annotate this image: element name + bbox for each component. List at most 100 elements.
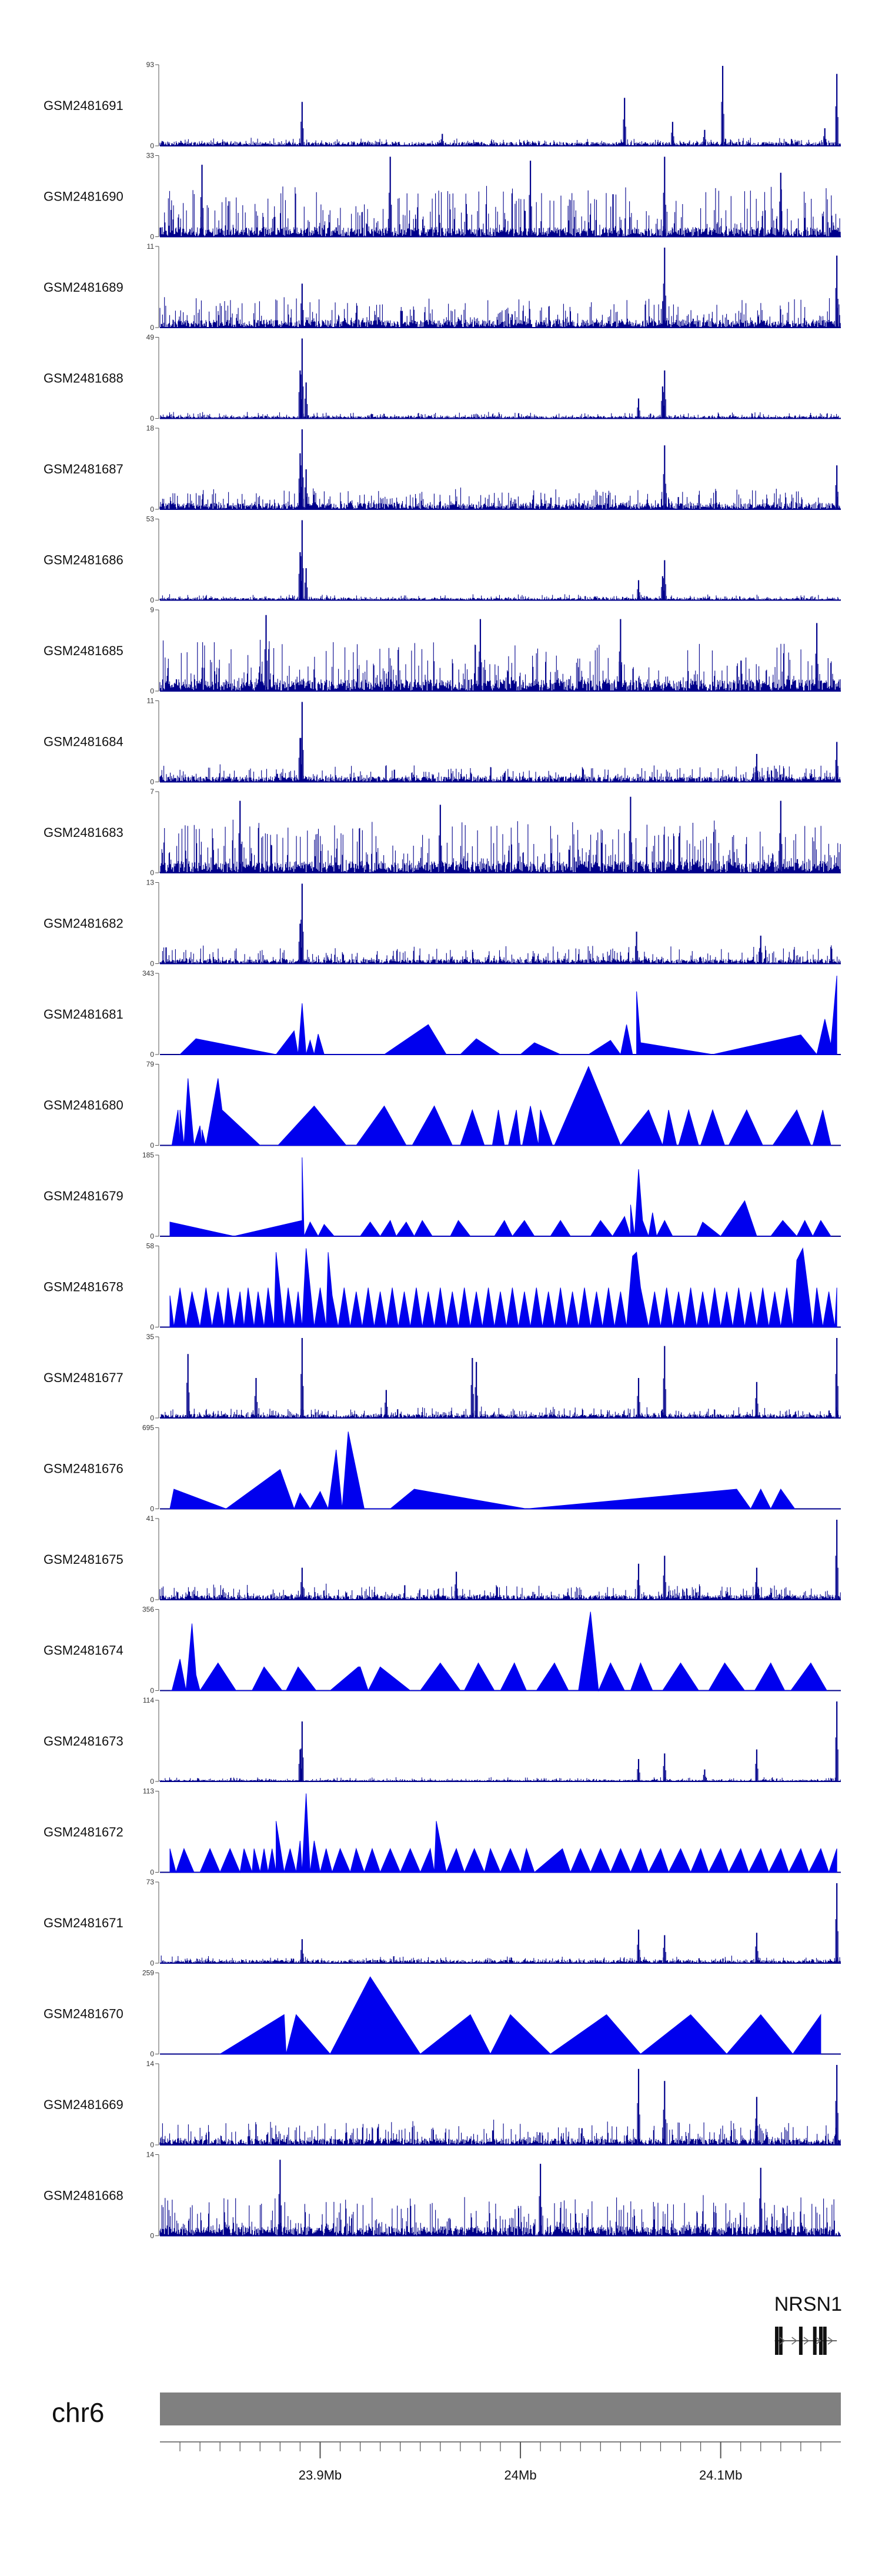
coverage-area [170, 1066, 831, 1147]
track-GSM2481686: GSM2481686 53 0 [44, 515, 841, 605]
track-label: GSM2481689 [44, 280, 123, 295]
coverage-area [170, 1611, 828, 1692]
coverage-signal [159, 1777, 841, 1781]
coverage-signal [159, 412, 841, 419]
y-axis-min-label: 0 [150, 1687, 154, 1695]
y-axis-max-label: 343 [142, 969, 154, 977]
strand-arrow [816, 2337, 821, 2345]
y-axis-max-label: 9 [150, 606, 154, 614]
tracks-layer: GSM2481691930GSM2481690330GSM2481689110G… [44, 61, 841, 2240]
track-GSM2481672: GSM2481672 113 0 [44, 1787, 841, 1877]
y-axis-max-label: 695 [142, 1424, 154, 1432]
y-axis-min-label: 0 [150, 2232, 154, 2240]
track-label: GSM2481686 [44, 553, 123, 568]
y-axis-min-label: 0 [150, 778, 154, 786]
strand-arrow [791, 2337, 797, 2345]
track-GSM2481678: GSM2481678 58 0 [44, 1242, 841, 1332]
y-axis-min-label: 0 [150, 1142, 154, 1150]
coverage-signal [159, 639, 841, 691]
track-label: GSM2481669 [44, 2097, 123, 2112]
y-axis-max-label: 79 [146, 1060, 155, 1069]
coverage-signal [159, 186, 841, 237]
y-axis-max-label: 49 [146, 333, 155, 342]
track-GSM2481677: GSM2481677 35 0 [44, 1333, 841, 1422]
track-GSM2481680: GSM2481680 79 0 [44, 1060, 841, 1150]
y-axis-min-label: 0 [150, 142, 154, 150]
track-label: GSM2481677 [44, 1370, 123, 1385]
track-GSM2481682: GSM2481682 13 0 [44, 879, 841, 968]
y-axis-max-label: 35 [146, 1333, 155, 1341]
genome-axis-layer: chr6 23.9Mb 24Mb 24.1Mb [52, 2393, 841, 2482]
y-axis-max-label: 14 [146, 2151, 155, 2159]
coverage-area [219, 1976, 821, 2055]
y-axis-max-label: 114 [143, 1696, 154, 1704]
track-GSM2481669: GSM2481669 14 0 [44, 2060, 841, 2149]
y-axis-max-label: 53 [146, 515, 155, 523]
genome-axis-tick-label: 24Mb [505, 2468, 537, 2482]
y-axis-min-label: 0 [150, 1505, 154, 1513]
coverage-signal [159, 2120, 841, 2145]
track-label: GSM2481668 [44, 2188, 123, 2203]
track-label: GSM2481680 [44, 1098, 123, 1113]
track-label: GSM2481687 [44, 462, 123, 476]
y-axis-max-label: 33 [146, 152, 155, 160]
track-label: GSM2481670 [44, 2007, 123, 2021]
track-label: GSM2481690 [44, 189, 123, 204]
y-axis-max-label: 73 [146, 1878, 155, 1886]
track-label: GSM2481682 [44, 916, 123, 931]
y-axis-max-label: 13 [146, 879, 155, 887]
coverage-signal [159, 488, 841, 509]
y-axis-min-label: 0 [150, 1050, 154, 1059]
track-GSM2481675: GSM2481675 41 0 [44, 1514, 841, 1604]
chromosome-bar [160, 2393, 841, 2425]
coverage-area [169, 1157, 831, 1237]
track-GSM2481676: GSM2481676 695 0 [44, 1424, 841, 1513]
track-GSM2481690: GSM2481690 33 0 [44, 152, 841, 241]
y-axis-min-label: 0 [150, 687, 154, 695]
y-axis-max-label: 11 [147, 697, 155, 705]
y-axis-max-label: 14 [146, 2060, 155, 2068]
gene-exon [799, 2327, 803, 2355]
gene-exon [779, 2327, 783, 2355]
gene-exon [813, 2327, 817, 2355]
track-label: GSM2481674 [44, 1643, 123, 1658]
y-axis-max-label: 185 [142, 1151, 154, 1159]
track-label: GSM2481684 [44, 735, 123, 749]
y-axis-min-label: 0 [150, 2050, 154, 2058]
strand-arrow [827, 2337, 834, 2345]
track-label: GSM2481673 [44, 1734, 123, 1749]
coverage-signal [159, 1956, 841, 1963]
y-axis-min-label: 0 [150, 1323, 154, 1332]
track-label: GSM2481683 [44, 825, 123, 840]
track-GSM2481670: GSM2481670 259 0 [44, 1969, 841, 2058]
coverage-area [169, 1247, 837, 1327]
y-axis-max-label: 93 [146, 61, 155, 69]
coverage-area [169, 1432, 796, 1510]
y-axis-min-label: 0 [150, 2141, 154, 2149]
coverage-area [179, 975, 837, 1056]
track-GSM2481689: GSM2481689 11 0 [44, 242, 841, 332]
y-axis-max-label: 356 [142, 1606, 154, 1614]
y-axis-min-label: 0 [150, 960, 154, 968]
track-GSM2481671: GSM2481671 73 0 [44, 1878, 841, 1967]
chromosome-label: chr6 [52, 2397, 104, 2428]
coverage-signal [159, 594, 841, 600]
track-GSM2481685: GSM2481685 9 0 [44, 606, 841, 695]
y-axis-max-label: 58 [146, 1242, 155, 1250]
coverage-signal [159, 945, 841, 964]
coverage-signal [159, 297, 841, 328]
track-GSM2481674: GSM2481674 356 0 [44, 1606, 841, 1695]
y-axis-min-label: 0 [150, 1596, 154, 1604]
coverage-signal [159, 764, 841, 782]
y-axis-min-label: 0 [150, 596, 154, 605]
track-label: GSM2481691 [44, 98, 123, 113]
genome-axis-tick-label: 23.9Mb [299, 2468, 342, 2482]
y-axis-max-label: 259 [142, 1969, 154, 1977]
track-label: GSM2481676 [44, 1461, 123, 1476]
track-label: GSM2481675 [44, 1552, 123, 1567]
genome-axis-tick-label: 24.1Mb [699, 2468, 742, 2482]
track-GSM2481668: GSM2481668 14 0 [44, 2151, 841, 2240]
y-axis-min-label: 0 [150, 505, 154, 513]
